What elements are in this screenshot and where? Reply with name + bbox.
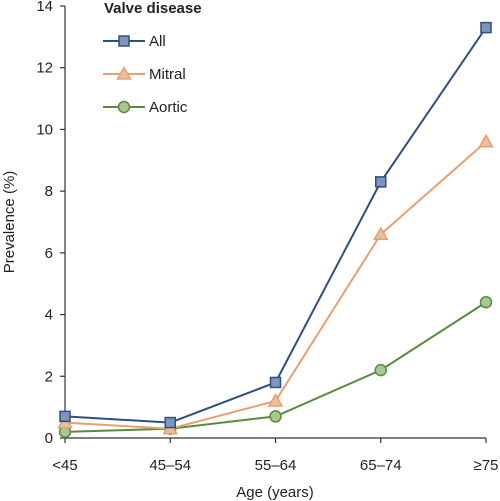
y-tick-label: 2 — [45, 368, 53, 385]
data-point-aortic — [374, 363, 387, 377]
series-mitral — [57, 133, 494, 435]
y-tick-label: 0 — [45, 430, 53, 447]
data-point-mitral — [478, 133, 494, 148]
legend-title: Valve disease — [104, 0, 202, 17]
data-point-all — [164, 416, 176, 429]
data-point-all — [375, 176, 387, 188]
series-all — [59, 21, 492, 429]
y-tick-label: 4 — [45, 307, 53, 324]
x-tick-label: 65–74 — [360, 457, 402, 474]
legend-label-aortic: Aortic — [149, 99, 188, 116]
series-layer — [57, 21, 494, 439]
legend-marker-mitral — [116, 65, 132, 80]
y-tick-label: 12 — [36, 60, 53, 77]
legend-marker-all — [118, 35, 130, 47]
x-ticks: <45 45–54 55–64 65–74 ≥75 — [52, 438, 498, 474]
x-tick-label: <45 — [52, 457, 77, 474]
x-tick-label: 45–54 — [149, 457, 191, 474]
y-tick-label: 6 — [45, 245, 53, 262]
legend-items: All Mitral Aortic — [103, 33, 188, 116]
legend-item-mitral: Mitral — [103, 65, 186, 83]
data-point-all — [480, 21, 492, 34]
y-ticks: 0 2 4 6 8 10 12 14 — [36, 0, 65, 447]
data-point-all — [59, 410, 71, 423]
legend-label-mitral: Mitral — [149, 66, 186, 83]
legend-item-aortic: Aortic — [103, 99, 188, 116]
x-axis-title: Age (years) — [236, 484, 314, 501]
series-line-all — [64, 27, 487, 424]
x-tick-label: ≥75 — [474, 457, 499, 474]
data-point-mitral — [267, 392, 284, 407]
legend-marker-aortic — [117, 100, 131, 114]
y-tick-label: 14 — [36, 0, 53, 15]
data-point-all — [269, 376, 282, 389]
y-tick-label: 10 — [36, 121, 53, 138]
data-point-aortic — [479, 295, 493, 309]
x-tick-label: 55–64 — [255, 457, 297, 474]
legend-label-all: All — [149, 33, 166, 50]
legend-item-all: All — [103, 33, 166, 50]
axes — [64, 6, 486, 439]
legend: Valve disease All Mitral Aortic — [103, 0, 202, 116]
y-axis-title: Prevalence (%) — [1, 171, 18, 274]
series-aortic — [58, 295, 493, 439]
data-point-mitral — [372, 226, 389, 241]
y-tick-label: 8 — [45, 183, 53, 200]
data-point-aortic — [269, 410, 282, 423]
